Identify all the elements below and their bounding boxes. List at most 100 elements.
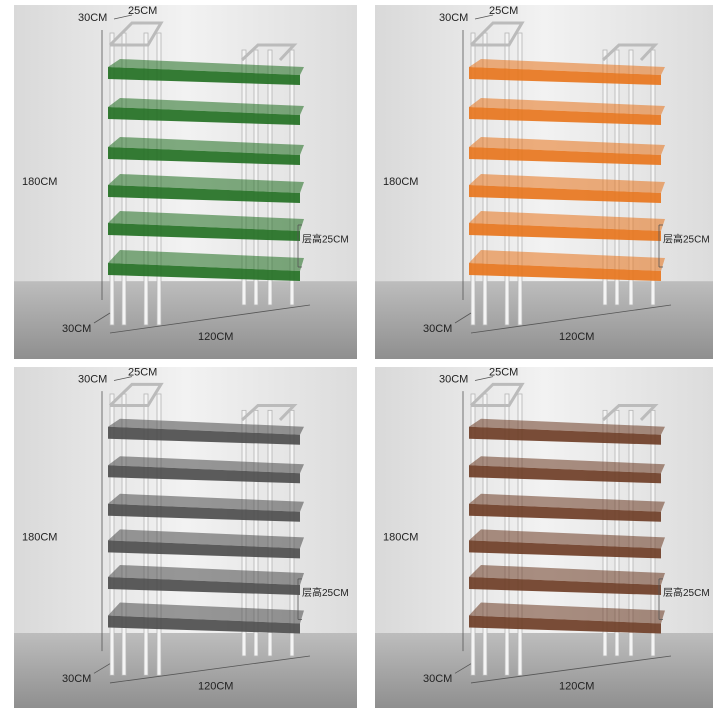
dimension-label: 层高25CM bbox=[663, 233, 710, 246]
upright bbox=[628, 409, 634, 657]
shelf-front bbox=[108, 503, 300, 522]
top-frame bbox=[240, 43, 298, 62]
panel: 30CM 25CM 180CM 层高25CM 30CM 120CM bbox=[375, 367, 713, 708]
upright bbox=[253, 409, 259, 657]
shelf-top bbox=[469, 456, 665, 474]
dimension-label: 30CM bbox=[439, 12, 468, 24]
dimension-label: 30CM bbox=[62, 673, 91, 685]
dimension-line bbox=[474, 14, 494, 20]
upright bbox=[241, 409, 247, 657]
shelf-top bbox=[469, 211, 665, 231]
dimension-line bbox=[113, 376, 133, 381]
shelf-top bbox=[108, 211, 304, 231]
floor bbox=[14, 281, 357, 359]
shelf-top bbox=[108, 493, 304, 512]
dimension-line bbox=[454, 312, 472, 324]
dimension-label: 层高25CM bbox=[302, 233, 349, 246]
dimension-label: 25CM bbox=[489, 367, 518, 379]
dimension-line bbox=[470, 304, 672, 334]
shelf-top bbox=[469, 137, 665, 155]
upright bbox=[289, 49, 295, 306]
dimension-line bbox=[109, 655, 311, 684]
dimension-line bbox=[109, 304, 311, 334]
shelf-front bbox=[469, 426, 661, 445]
shelf-top bbox=[108, 59, 304, 75]
shelf-top bbox=[108, 137, 304, 155]
dimension-label: 120CM bbox=[559, 681, 594, 693]
shelf-front bbox=[108, 576, 300, 595]
dimension-line bbox=[93, 663, 111, 674]
shelf-front bbox=[469, 263, 661, 281]
shelf-front bbox=[108, 223, 300, 241]
upright bbox=[650, 49, 656, 306]
top-frame bbox=[108, 21, 164, 47]
shelf-top bbox=[108, 174, 304, 193]
shelf-top bbox=[469, 250, 665, 271]
shelf-front bbox=[108, 67, 300, 85]
dimension-line bbox=[93, 312, 111, 324]
shelf-front bbox=[469, 540, 661, 559]
upright bbox=[614, 49, 620, 306]
dimension-label: 层高25CM bbox=[663, 586, 710, 599]
shelf-top bbox=[108, 602, 304, 624]
upright bbox=[470, 393, 476, 676]
upright bbox=[470, 32, 476, 326]
panel: 30CM 25CM 180CM 层高25CM 30CM 120CM bbox=[375, 5, 713, 359]
panel: 30CM 25CM 180CM 层高25CM 30CM 120CM bbox=[14, 367, 357, 708]
shelf-top bbox=[108, 418, 304, 435]
shelf-top bbox=[469, 602, 665, 624]
shelf-front bbox=[108, 185, 300, 203]
shelf-front bbox=[469, 615, 661, 634]
shelf-front bbox=[108, 107, 300, 125]
shelf-front bbox=[469, 185, 661, 203]
upright bbox=[614, 409, 620, 657]
top-frame bbox=[469, 382, 525, 408]
upright bbox=[267, 409, 273, 657]
shelf-front bbox=[108, 465, 300, 484]
shelf-top bbox=[469, 493, 665, 512]
floor bbox=[14, 632, 357, 708]
shelf-top bbox=[469, 98, 665, 115]
dimension-line bbox=[454, 663, 472, 674]
dimension-label: 层高25CM bbox=[302, 586, 349, 599]
shelf-front bbox=[469, 67, 661, 85]
dimension-label: 180CM bbox=[383, 176, 418, 188]
top-frame bbox=[601, 43, 659, 62]
shelf-top bbox=[469, 418, 665, 435]
dimension-label: 30CM bbox=[423, 323, 452, 335]
floor bbox=[375, 281, 713, 359]
dimension-label: 25CM bbox=[128, 367, 157, 379]
shelf-top bbox=[469, 529, 665, 549]
dimension-line bbox=[113, 14, 133, 20]
shelf-top bbox=[108, 98, 304, 115]
dimension-label: 180CM bbox=[383, 531, 418, 543]
shelf-front bbox=[469, 576, 661, 595]
shelf-top bbox=[469, 564, 665, 585]
upright bbox=[267, 49, 273, 306]
dimension-label: 25CM bbox=[489, 5, 518, 17]
shelf-top bbox=[108, 564, 304, 585]
upright bbox=[628, 49, 634, 306]
shelf-front bbox=[469, 147, 661, 165]
dimension-label: 180CM bbox=[22, 176, 57, 188]
shelf-top bbox=[108, 250, 304, 271]
shelf-front bbox=[108, 147, 300, 165]
dimension-label: 30CM bbox=[439, 373, 468, 385]
dimension-label: 120CM bbox=[198, 681, 233, 693]
upright bbox=[109, 32, 115, 326]
top-frame bbox=[469, 21, 525, 47]
dimension-label: 30CM bbox=[62, 323, 91, 335]
shelf-front bbox=[469, 465, 661, 484]
upright bbox=[602, 409, 608, 657]
dimension-line bbox=[474, 376, 494, 381]
shelf-front bbox=[108, 426, 300, 445]
panel: 30CM 25CM 180CM 层高25CM 30CM 120CM bbox=[14, 5, 357, 359]
dimension-label: 180CM bbox=[22, 531, 57, 543]
top-frame bbox=[601, 404, 659, 422]
upright bbox=[602, 49, 608, 306]
dimension-label: 30CM bbox=[423, 673, 452, 685]
upright bbox=[109, 393, 115, 676]
shelf-front bbox=[469, 107, 661, 125]
dimension-label: 30CM bbox=[78, 373, 107, 385]
